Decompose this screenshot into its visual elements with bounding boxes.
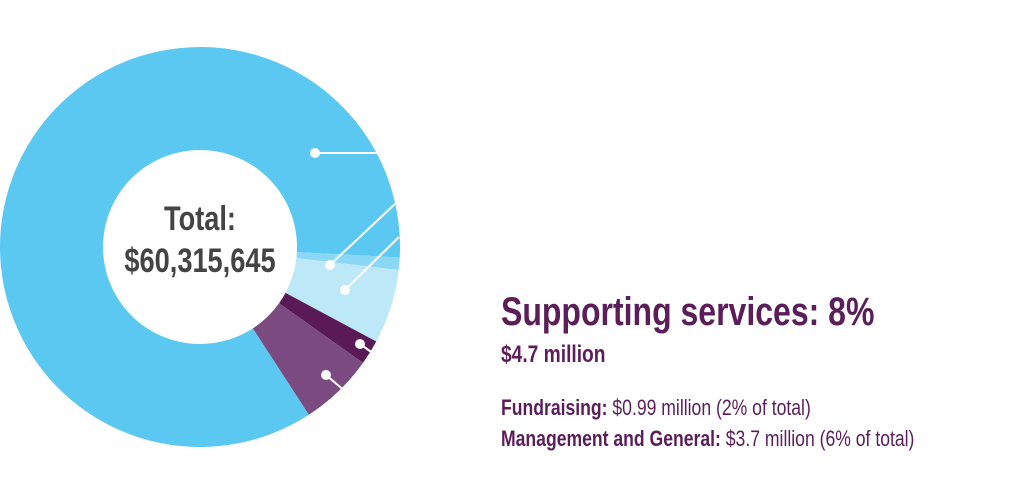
donut-slice [0, 46, 401, 447]
item-label: Management and General: [501, 427, 721, 451]
donut-slice [279, 292, 377, 363]
summary-amount: $4.7 million [501, 340, 606, 368]
item-text: $3.7 million (6% of total) [726, 427, 915, 451]
center-value: $60,315,645 [124, 241, 275, 280]
item-label: Fundraising: [501, 396, 607, 420]
donut-slice [285, 258, 399, 342]
donut-slice [296, 252, 400, 270]
center-text: Total: $60,315,645 [124, 199, 275, 280]
donut-chart [0, 46, 401, 447]
summary-title: Supporting services: 8% [501, 289, 874, 334]
summary-item: Fundraising: $0.99 million (2% of total) [501, 396, 811, 420]
leader-lines [310, 148, 400, 393]
summary-item: Management and General: $3.7 million (6%… [501, 427, 914, 451]
center-label: Total: [164, 199, 236, 238]
donut-slice [252, 303, 364, 415]
summary: Supporting services: 8% $4.7 million Fun… [501, 289, 914, 452]
item-text: $0.99 million (2% of total) [612, 396, 810, 420]
